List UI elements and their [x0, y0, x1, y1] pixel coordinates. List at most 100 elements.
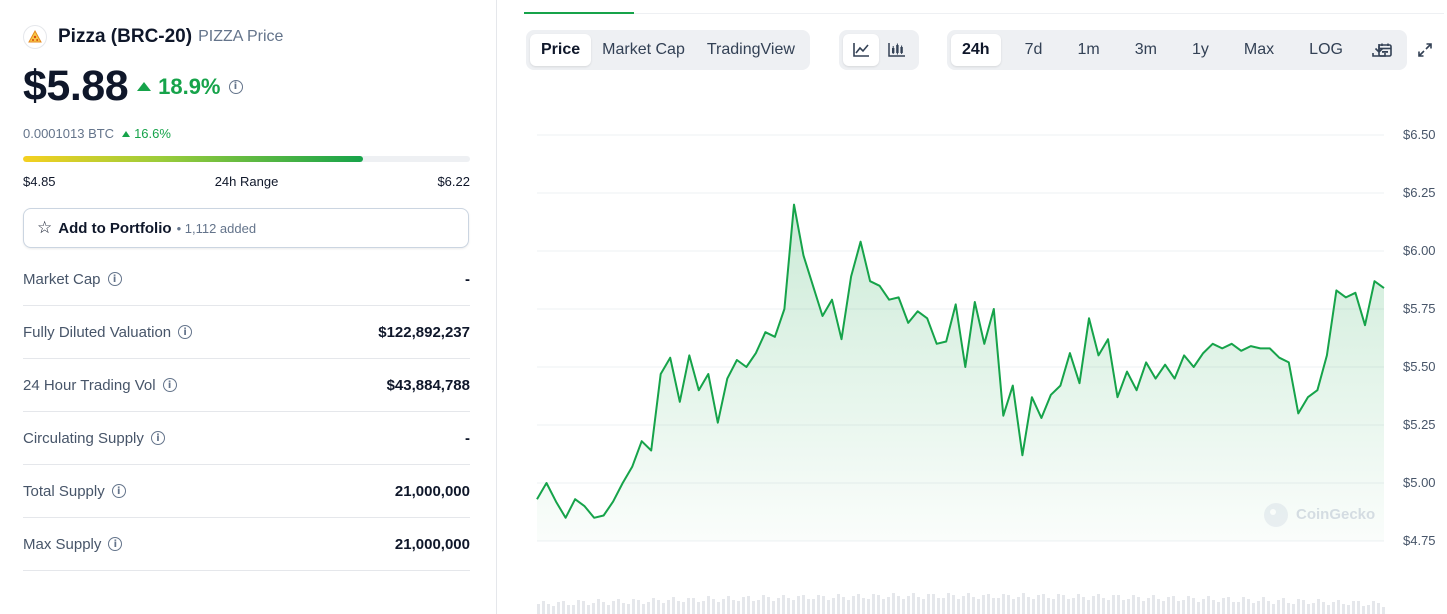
volume-bar: [1097, 594, 1100, 614]
range-1m[interactable]: 1m: [1077, 41, 1100, 58]
volume-bar: [1107, 600, 1110, 614]
volume-bar: [757, 600, 760, 614]
volume-bar: [1012, 599, 1015, 614]
volume-bar: [812, 599, 815, 614]
info-icon[interactable]: i: [162, 378, 177, 392]
volume-bar: [787, 598, 790, 614]
candlestick-chart-icon[interactable]: [879, 34, 915, 66]
volume-bar: [762, 595, 765, 614]
volume-bar: [1137, 597, 1140, 614]
download-icon[interactable]: [1361, 34, 1397, 66]
range-7d[interactable]: 7d: [1024, 41, 1043, 58]
fullscreen-icon[interactable]: [1407, 34, 1443, 66]
volume-bar: [942, 598, 945, 614]
y-tick-label: $5.50: [1403, 359, 1436, 374]
current-price: $5.88: [23, 62, 129, 110]
stat-label: Fully Diluted Valuation: [23, 323, 172, 341]
volume-bar: [1047, 598, 1050, 614]
range-max[interactable]: Max: [1243, 41, 1275, 58]
volume-bar: [682, 602, 685, 614]
log-toggle[interactable]: LOG: [1309, 41, 1343, 58]
info-icon[interactable]: i: [228, 79, 243, 94]
volume-bar: [1057, 594, 1060, 614]
volume-bar: [887, 597, 890, 614]
volume-bar: [617, 599, 620, 614]
volume-bar: [772, 601, 775, 614]
volume-bar: [1282, 598, 1285, 614]
tab-price[interactable]: Price: [530, 34, 592, 66]
volume-bar: [1037, 595, 1040, 614]
range-1y[interactable]: 1y: [1191, 41, 1209, 58]
volume-bar: [662, 603, 665, 614]
range-labels: $4.85 24h Range $6.22: [23, 174, 470, 189]
volume-bar: [697, 602, 700, 614]
volume-bar: [542, 601, 545, 614]
volume-bar: [1157, 599, 1160, 614]
watermark-text: CoinGecko: [1296, 506, 1375, 523]
volume-bar: [752, 601, 755, 614]
price-chart[interactable]: $6.50 $6.25 $6.00 $5.75 $5.50 $5.25 $5.00 $4.75…: [497, 0, 1447, 614]
portfolio-label: Add to Portfolio: [58, 219, 172, 237]
volume-bar: [692, 598, 695, 614]
volume-bar: [552, 606, 555, 614]
tab-tradingview[interactable]: TradingView: [706, 41, 795, 58]
volume-bar: [1367, 605, 1370, 614]
coin-name: Pizza (BRC-20): [58, 26, 193, 47]
volume-bar: [1172, 596, 1175, 614]
chart-panel: Price Market Cap TradingView 24h 7d 1m 3…: [497, 0, 1447, 614]
price-change-24h: 18.9%: [137, 74, 221, 100]
volume-bar: [1227, 597, 1230, 614]
info-icon[interactable]: i: [111, 484, 126, 498]
volume-bar: [782, 595, 785, 614]
y-tick-label: $5.00: [1403, 475, 1436, 490]
line-chart-icon[interactable]: [843, 34, 879, 66]
volume-bar: [1382, 607, 1385, 614]
volume-bar: [1212, 600, 1215, 614]
volume-bar: [1162, 601, 1165, 614]
btc-price: 0.0001013 BTC: [23, 126, 115, 141]
range-24h[interactable]: 24h: [951, 34, 1001, 66]
volume-bar: [637, 600, 640, 614]
volume-bar: [982, 595, 985, 614]
volume-bar: [642, 604, 645, 614]
volume-bar: [742, 597, 745, 614]
volume-bar: [867, 599, 870, 614]
volume-bar: [1177, 601, 1180, 614]
tab-market-cap[interactable]: Market Cap: [602, 41, 685, 58]
volume-bar: [1297, 599, 1300, 614]
volume-bars: [537, 593, 1385, 614]
y-tick-label: $5.25: [1403, 417, 1436, 432]
volume-bar: [817, 595, 820, 614]
volume-bar: [712, 599, 715, 614]
volume-bar: [912, 593, 915, 614]
portfolio-count: • 1,112 added: [176, 220, 257, 236]
volume-bar: [1142, 601, 1145, 614]
volume-bar: [862, 598, 865, 614]
range-3m[interactable]: 3m: [1134, 41, 1157, 58]
add-to-portfolio-button[interactable]: ☆ Add to Portfolio • 1,112 added: [23, 208, 469, 248]
volume-bar: [877, 595, 880, 614]
volume-bar: [547, 604, 550, 614]
volume-bar: [1007, 595, 1010, 614]
volume-bar: [1217, 602, 1220, 614]
volume-bar: [1352, 601, 1355, 614]
volume-bar: [1197, 602, 1200, 614]
volume-bar: [612, 601, 615, 614]
volume-bar: [627, 604, 630, 614]
info-icon[interactable]: i: [178, 325, 193, 339]
volume-bar: [892, 593, 895, 614]
volume-bar: [947, 593, 950, 614]
volume-bar: [1362, 606, 1365, 614]
volume-bar: [847, 600, 850, 614]
info-icon[interactable]: i: [107, 272, 122, 286]
volume-bar: [1187, 596, 1190, 614]
volume-bar: [1242, 597, 1245, 614]
volume-bar: [1272, 604, 1275, 614]
y-axis-labels: $6.50 $6.25 $6.00 $5.75 $5.50 $5.25 $5.00 $4.75: [1403, 127, 1436, 548]
volume-bar: [897, 596, 900, 614]
volume-bar: [1127, 599, 1130, 614]
y-tick-label: $6.25: [1403, 185, 1436, 200]
info-icon[interactable]: i: [108, 537, 123, 551]
volume-bar: [792, 600, 795, 614]
info-icon[interactable]: i: [150, 431, 165, 445]
